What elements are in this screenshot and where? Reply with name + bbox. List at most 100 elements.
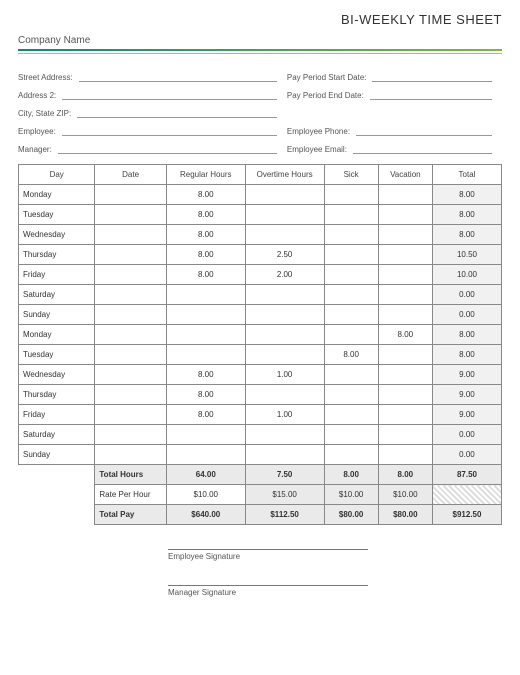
cell-total: 0.00 bbox=[432, 285, 501, 305]
th-ot: Overtime Hours bbox=[245, 165, 324, 185]
table-body: Monday8.008.00Tuesday8.008.00Wednesday8.… bbox=[19, 185, 502, 465]
lbl-total-pay: Total Pay bbox=[95, 505, 166, 525]
lbl-rate: Rate Per Hour bbox=[95, 485, 166, 505]
val-rate-sick: $10.00 bbox=[324, 485, 378, 505]
cell-ot bbox=[245, 445, 324, 465]
cell-sick bbox=[324, 285, 378, 305]
cell-date bbox=[95, 325, 166, 345]
cell-ot bbox=[245, 305, 324, 325]
cell-total: 0.00 bbox=[432, 425, 501, 445]
cell-day: Tuesday bbox=[19, 205, 95, 225]
cell-vac bbox=[378, 245, 432, 265]
cell-vac bbox=[378, 365, 432, 385]
cell-reg: 8.00 bbox=[166, 365, 245, 385]
cell-total: 10.00 bbox=[432, 265, 501, 285]
cell-day: Sunday bbox=[19, 445, 95, 465]
cell-sick bbox=[324, 225, 378, 245]
cell-sick bbox=[324, 245, 378, 265]
label-email: Employee Email: bbox=[287, 145, 353, 154]
cell-day: Thursday bbox=[19, 385, 95, 405]
company-name-label: Company Name bbox=[18, 35, 502, 46]
line bbox=[356, 126, 492, 136]
cell-reg: 8.00 bbox=[166, 405, 245, 425]
cell-total: 9.00 bbox=[432, 405, 501, 425]
info-left: Street Address: Address 2: City, State Z… bbox=[18, 64, 287, 154]
cell-day: Wednesday bbox=[19, 225, 95, 245]
th-vac: Vacation bbox=[378, 165, 432, 185]
label-address2: Address 2: bbox=[18, 91, 62, 100]
cell-sick bbox=[324, 365, 378, 385]
accent-bar bbox=[18, 49, 502, 51]
row-total-hours: Total Hours 64.00 7.50 8.00 8.00 87.50 bbox=[19, 465, 502, 485]
cell-ot: 2.50 bbox=[245, 245, 324, 265]
cell-ot: 1.00 bbox=[245, 405, 324, 425]
info-block: Street Address: Address 2: City, State Z… bbox=[18, 64, 502, 154]
cell-vac bbox=[378, 345, 432, 365]
cell-ot bbox=[245, 285, 324, 305]
table-row: Sunday0.00 bbox=[19, 445, 502, 465]
val-th-vac: 8.00 bbox=[378, 465, 432, 485]
table-row: Wednesday 8.001.00 9.00 bbox=[19, 365, 502, 385]
summary-body: Total Hours 64.00 7.50 8.00 8.00 87.50 R… bbox=[19, 465, 502, 525]
table-row: Thursday 8.002.50 10.50 bbox=[19, 245, 502, 265]
th-reg: Regular Hours bbox=[166, 165, 245, 185]
table-row: Monday8.008.00 bbox=[19, 185, 502, 205]
manager-signature-line: Manager Signature bbox=[168, 585, 368, 597]
cell-reg bbox=[166, 425, 245, 445]
cell-ot bbox=[245, 425, 324, 445]
cell-ot bbox=[245, 205, 324, 225]
cell-day: Thursday bbox=[19, 245, 95, 265]
cell-vac bbox=[378, 385, 432, 405]
cell-date bbox=[95, 305, 166, 325]
cell-day: Sunday bbox=[19, 305, 95, 325]
val-th-total: 87.50 bbox=[432, 465, 501, 485]
cell-sick bbox=[324, 205, 378, 225]
line bbox=[353, 144, 492, 154]
cell-sick bbox=[324, 385, 378, 405]
cell-vac bbox=[378, 425, 432, 445]
cell-reg bbox=[166, 285, 245, 305]
line bbox=[372, 72, 492, 82]
cell-day: Saturday bbox=[19, 425, 95, 445]
cell-sick: 8.00 bbox=[324, 345, 378, 365]
val-rate-reg: $10.00 bbox=[166, 485, 245, 505]
line bbox=[58, 144, 277, 154]
page-title: BI-WEEKLY TIME SHEET bbox=[18, 12, 502, 27]
label-city: City, State ZIP: bbox=[18, 109, 77, 118]
cell-reg bbox=[166, 445, 245, 465]
cell-ot: 1.00 bbox=[245, 365, 324, 385]
timesheet-page: BI-WEEKLY TIME SHEET Company Name Street… bbox=[0, 0, 520, 633]
table-row: Sunday0.00 bbox=[19, 305, 502, 325]
cell-date bbox=[95, 205, 166, 225]
cell-reg: 8.00 bbox=[166, 245, 245, 265]
employee-signature-line: Employee Signature bbox=[168, 549, 368, 561]
val-tp-vac: $80.00 bbox=[378, 505, 432, 525]
label-end: Pay Period End Date: bbox=[287, 91, 370, 100]
timesheet-table: Day Date Regular Hours Overtime Hours Si… bbox=[18, 164, 502, 525]
val-tp-total: $912.50 bbox=[432, 505, 501, 525]
val-tp-reg: $640.00 bbox=[166, 505, 245, 525]
cell-date bbox=[95, 225, 166, 245]
cell-ot bbox=[245, 385, 324, 405]
cell-reg: 8.00 bbox=[166, 205, 245, 225]
cell-total: 8.00 bbox=[432, 225, 501, 245]
val-tp-ot: $112.50 bbox=[245, 505, 324, 525]
table-row: Saturday 0.00 bbox=[19, 425, 502, 445]
table-row: Tuesday8.008.00 bbox=[19, 205, 502, 225]
cell-day: Wednesday bbox=[19, 365, 95, 385]
line bbox=[62, 90, 277, 100]
cell-date bbox=[95, 365, 166, 385]
cell-day: Friday bbox=[19, 265, 95, 285]
cell-vac bbox=[378, 285, 432, 305]
cell-total: 10.50 bbox=[432, 245, 501, 265]
cell-sick bbox=[324, 425, 378, 445]
label-employee: Employee: bbox=[18, 127, 62, 136]
cell-date bbox=[95, 345, 166, 365]
label-manager: Manager: bbox=[18, 145, 58, 154]
cell-total: 9.00 bbox=[432, 365, 501, 385]
line bbox=[62, 126, 277, 136]
cell-vac bbox=[378, 445, 432, 465]
val-rate-total bbox=[432, 485, 501, 505]
cell-reg: 8.00 bbox=[166, 385, 245, 405]
accent-bar-thin bbox=[18, 53, 502, 54]
